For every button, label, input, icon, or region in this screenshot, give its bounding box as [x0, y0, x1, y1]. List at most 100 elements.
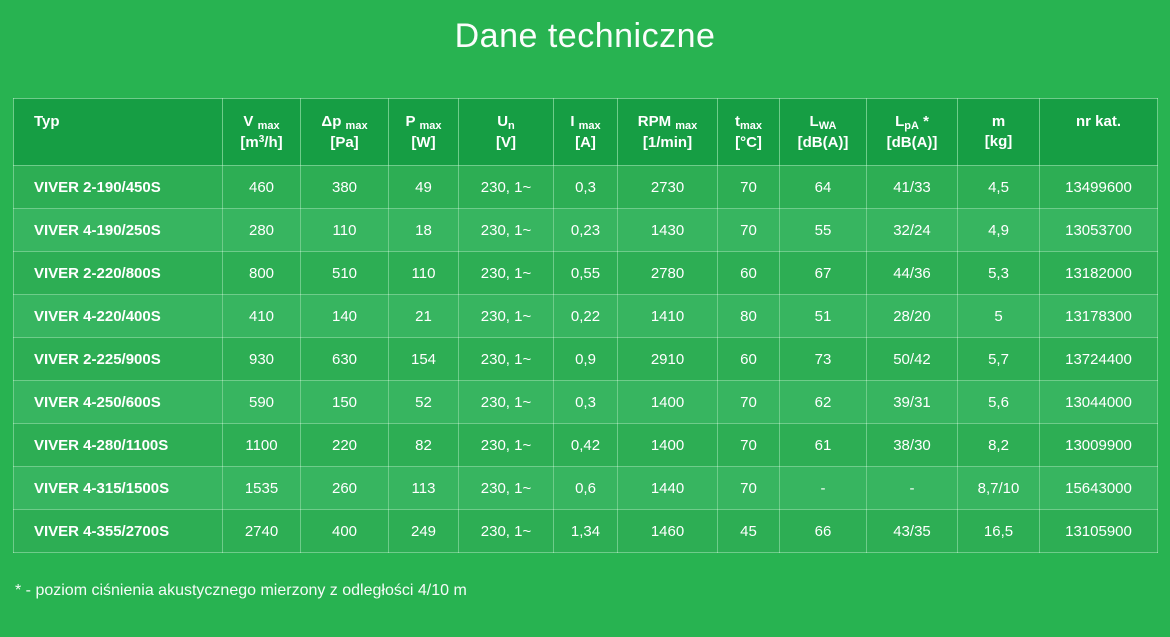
value-cell: 51: [779, 294, 867, 338]
value-cell: 70: [717, 423, 780, 467]
header-unit: [dB(A)]: [797, 134, 849, 151]
table-row: VIVER 4-315/1500S 1535 260 113 230, 1~ 0,6 144…: [13, 466, 1158, 510]
header-symbol: L: [895, 113, 905, 130]
header-unit: [1/min]: [642, 134, 693, 151]
value-cell: 15643000: [1039, 466, 1158, 510]
value-cell: 1410: [617, 294, 718, 338]
page-title: Dane techniczne: [454, 17, 716, 55]
value-cell: 50/42: [866, 337, 958, 381]
value-cell: 60: [717, 337, 780, 381]
value-cell: 150: [300, 380, 389, 424]
value-cell: 52: [388, 380, 459, 424]
value-cell: 230, 1~: [458, 294, 554, 338]
table-row: VIVER 4-355/2700S 2740 400 249 230, 1~ 1,34 14…: [13, 509, 1158, 553]
header-label: Typ: [34, 113, 60, 130]
value-cell: -: [779, 466, 867, 510]
value-cell: 113: [388, 466, 459, 510]
value-cell: 5,3: [957, 251, 1040, 295]
type-cell: VIVER 4-355/2700S: [13, 509, 223, 553]
header-unit: [kg]: [984, 133, 1013, 150]
value-cell: 62: [779, 380, 867, 424]
header-unit: [dB(A)]: [886, 134, 938, 151]
value-cell: 13105900: [1039, 509, 1158, 553]
value-cell: 66: [779, 509, 867, 553]
value-cell: 380: [300, 165, 389, 209]
value-cell: 21: [388, 294, 459, 338]
type-cell: VIVER 4-250/600S: [13, 380, 223, 424]
value-cell: 400: [300, 509, 389, 553]
value-cell: 16,5: [957, 509, 1040, 553]
table-row: VIVER 4-280/1100S 1100 220 82 230, 1~ 0,42 140…: [13, 423, 1158, 467]
value-cell: 1440: [617, 466, 718, 510]
value-cell: 70: [717, 380, 780, 424]
table-row: VIVER 2-190/450S 460 380 49 230, 1~ 0,3 2730 70…: [13, 165, 1158, 209]
value-cell: 110: [388, 251, 459, 295]
table-row: VIVER 4-190/250S 280 110 18 230, 1~ 0,23 1430 7…: [13, 208, 1158, 252]
value-cell: 2730: [617, 165, 718, 209]
header-subscript: max: [419, 120, 442, 132]
value-cell: 39/31: [866, 380, 958, 424]
value-cell: 590: [222, 380, 301, 424]
value-cell: 67: [779, 251, 867, 295]
header-symbol: I: [570, 113, 579, 130]
column-header-t-max: tmax [°C]: [717, 98, 780, 166]
value-cell: 4,5: [957, 165, 1040, 209]
value-cell: 80: [717, 294, 780, 338]
value-cell: 13044000: [1039, 380, 1158, 424]
value-cell: 249: [388, 509, 459, 553]
table-body: VIVER 2-190/450S 460 380 49 230, 1~ 0,3 2730 70…: [13, 165, 1158, 553]
header-subscript: max: [345, 120, 368, 132]
value-cell: 1100: [222, 423, 301, 467]
value-cell: 13499600: [1039, 165, 1158, 209]
type-cell: VIVER 2-190/450S: [13, 165, 223, 209]
header-subscript: max: [578, 120, 601, 132]
value-cell: 230, 1~: [458, 380, 554, 424]
column-header-nr-kat: nr kat.: [1039, 98, 1158, 166]
table-row: VIVER 2-220/800S 800 510 110 230, 1~ 0,55 2780…: [13, 251, 1158, 295]
value-cell: 70: [717, 165, 780, 209]
value-cell: 230, 1~: [458, 423, 554, 467]
value-cell: 0,3: [553, 165, 618, 209]
table-header: Typ V max [m3/h] Δp max [Pa] P max [W] U…: [13, 98, 1158, 166]
header-subscript: max: [257, 120, 280, 132]
column-header-rpm-max: RPM max [1/min]: [617, 98, 718, 166]
header-symbol: L: [809, 113, 819, 130]
value-cell: 230, 1~: [458, 466, 554, 510]
column-header-p-max: P max [W]: [388, 98, 459, 166]
value-cell: 630: [300, 337, 389, 381]
value-cell: 260: [300, 466, 389, 510]
value-cell: 82: [388, 423, 459, 467]
column-header-typ: Typ: [13, 98, 223, 166]
column-header-i-max: I max [A]: [553, 98, 618, 166]
column-header-dp-max: Δp max [Pa]: [300, 98, 389, 166]
header-row: Typ V max [m3/h] Δp max [Pa] P max [W] U…: [13, 98, 1158, 166]
header-subscript: WA: [818, 120, 837, 132]
value-cell: 61: [779, 423, 867, 467]
value-cell: 154: [388, 337, 459, 381]
value-cell: 230, 1~: [458, 165, 554, 209]
value-cell: 1535: [222, 466, 301, 510]
value-cell: 460: [222, 165, 301, 209]
header-symbol: m: [991, 113, 1006, 130]
value-cell: 5,7: [957, 337, 1040, 381]
value-cell: 13178300: [1039, 294, 1158, 338]
value-cell: 45: [717, 509, 780, 553]
value-cell: 32/24: [866, 208, 958, 252]
header-suffix: *: [918, 113, 929, 130]
value-cell: 110: [300, 208, 389, 252]
value-cell: 13009900: [1039, 423, 1158, 467]
value-cell: 0,42: [553, 423, 618, 467]
type-cell: VIVER 4-190/250S: [13, 208, 223, 252]
header-symbol: Δp: [321, 113, 346, 130]
column-header-u-n: Un [V]: [458, 98, 554, 166]
value-cell: 18: [388, 208, 459, 252]
value-cell: 13724400: [1039, 337, 1158, 381]
value-cell: 73: [779, 337, 867, 381]
value-cell: 8,2: [957, 423, 1040, 467]
value-cell: 280: [222, 208, 301, 252]
header-unit: [V]: [496, 134, 516, 151]
value-cell: 5: [957, 294, 1040, 338]
value-cell: 0,55: [553, 251, 618, 295]
value-cell: 4,9: [957, 208, 1040, 252]
